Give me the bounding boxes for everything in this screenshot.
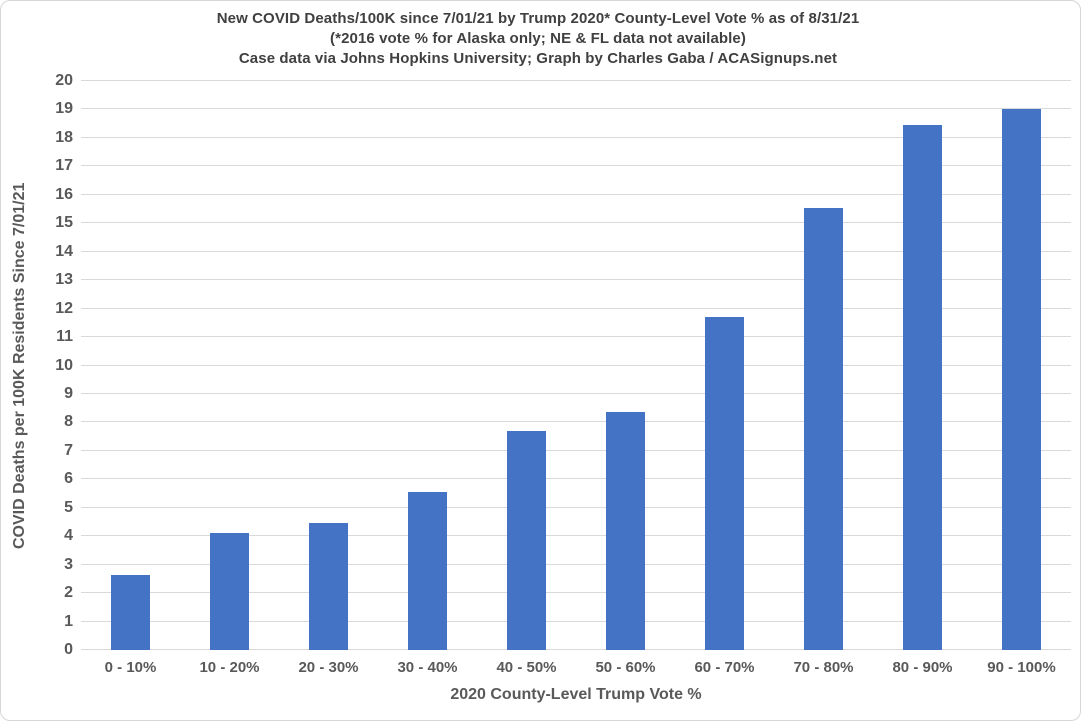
gridline	[81, 80, 1071, 81]
x-tick-label: 0 - 10%	[104, 659, 157, 676]
gridline	[81, 165, 1071, 167]
gridline	[81, 136, 1071, 138]
bar-cell	[675, 81, 774, 650]
y-tick-label: 16	[55, 185, 73, 203]
x-tick-label: 30 - 40%	[397, 659, 458, 676]
bar	[209, 533, 250, 650]
y-tick-label: 1	[64, 612, 73, 630]
x-tick-label: 50 - 60%	[595, 659, 656, 676]
y-tick-label: 14	[55, 242, 73, 260]
gridline	[81, 108, 1071, 110]
bar	[110, 574, 151, 650]
chart-subtitle: (*2016 vote % for Alaska only; NE & FL d…	[330, 30, 746, 47]
y-tick-label: 4	[64, 527, 73, 545]
x-tick-label: 60 - 70%	[694, 659, 755, 676]
gridline	[81, 563, 1071, 565]
gridline	[81, 535, 1071, 537]
bar	[407, 492, 448, 650]
x-tick-label: 10 - 20%	[199, 659, 260, 676]
y-tick-label: 3	[64, 555, 73, 573]
bar	[704, 317, 745, 650]
chart-title: New COVID Deaths/100K since 7/01/21 by T…	[216, 10, 860, 27]
gridline	[81, 193, 1071, 195]
gridline	[81, 364, 1071, 366]
gridline	[81, 620, 1071, 622]
y-tick-label: 6	[64, 470, 73, 488]
y-tick-label: 2	[64, 584, 73, 602]
gridline	[81, 336, 1071, 338]
y-tick-label: 5	[64, 498, 73, 516]
x-tick-label: 20 - 30%	[298, 659, 359, 676]
y-tick-label: 20	[55, 72, 73, 89]
y-tick-label: 19	[55, 100, 73, 118]
x-tick-label: 40 - 50%	[496, 659, 557, 676]
bar-cell	[477, 81, 576, 650]
chart-title-block: New COVID Deaths/100K since 7/01/21 by T…	[5, 9, 1071, 69]
bar-series	[81, 81, 1071, 650]
bar-cell	[576, 81, 675, 650]
bar-cell	[774, 81, 873, 650]
gridline	[81, 421, 1071, 423]
y-tick-label: 13	[55, 271, 73, 289]
bar-cell	[279, 81, 378, 650]
bar	[506, 430, 547, 650]
bar-cell	[180, 81, 279, 650]
bar	[902, 125, 943, 650]
y-tick-label: 18	[55, 128, 73, 146]
gridline	[81, 307, 1071, 309]
bar-cell	[81, 81, 180, 650]
gridline	[81, 392, 1071, 394]
bar-cell	[972, 81, 1071, 650]
bar	[308, 523, 349, 650]
y-tick-label: 7	[64, 441, 73, 459]
gridline	[81, 250, 1071, 252]
gridline	[81, 649, 1071, 650]
plot-area	[81, 80, 1071, 650]
x-tick-label: 80 - 90%	[892, 659, 953, 676]
bar-cell	[873, 81, 972, 650]
gridline	[81, 449, 1071, 451]
y-tick-label: 8	[64, 413, 73, 431]
y-tick-label: 15	[55, 214, 73, 232]
y-tick-label: 9	[64, 384, 73, 402]
bar	[605, 412, 646, 650]
x-axis-title: 2020 County-Level Trump Vote %	[450, 686, 702, 703]
gridline	[81, 592, 1071, 594]
gridline	[81, 478, 1071, 480]
y-axis-labels: 0 1 2 3 4 5 6 7 8 9 10 11 12 13 14 15 16 17 18 19 20	[35, 72, 81, 658]
y-tick-label: 0	[64, 641, 73, 658]
y-axis-title: COVID Deaths per 100K Residents Since 7/…	[11, 182, 28, 549]
y-tick-label: 12	[55, 299, 73, 317]
gridline	[81, 279, 1071, 281]
y-tick-label: 11	[56, 328, 73, 346]
bar	[1001, 109, 1042, 650]
gridline	[81, 506, 1071, 508]
x-tick-label: 70 - 80%	[793, 659, 854, 676]
y-tick-label: 17	[55, 157, 73, 175]
gridline	[81, 222, 1071, 224]
x-axis-labels: 0 - 10% 10 - 20% 20 - 30% 30 - 40% 40 - 50% 5…	[81, 650, 1071, 680]
chart-credit: Case data via Johns Hopkins University; …	[238, 50, 838, 67]
x-tick-label: 90 - 100%	[987, 659, 1056, 676]
y-tick-label: 10	[55, 356, 73, 374]
chart-body: COVID Deaths per 100K Residents Since 7/…	[5, 69, 1071, 714]
bar	[803, 207, 844, 650]
bar-cell	[378, 81, 477, 650]
